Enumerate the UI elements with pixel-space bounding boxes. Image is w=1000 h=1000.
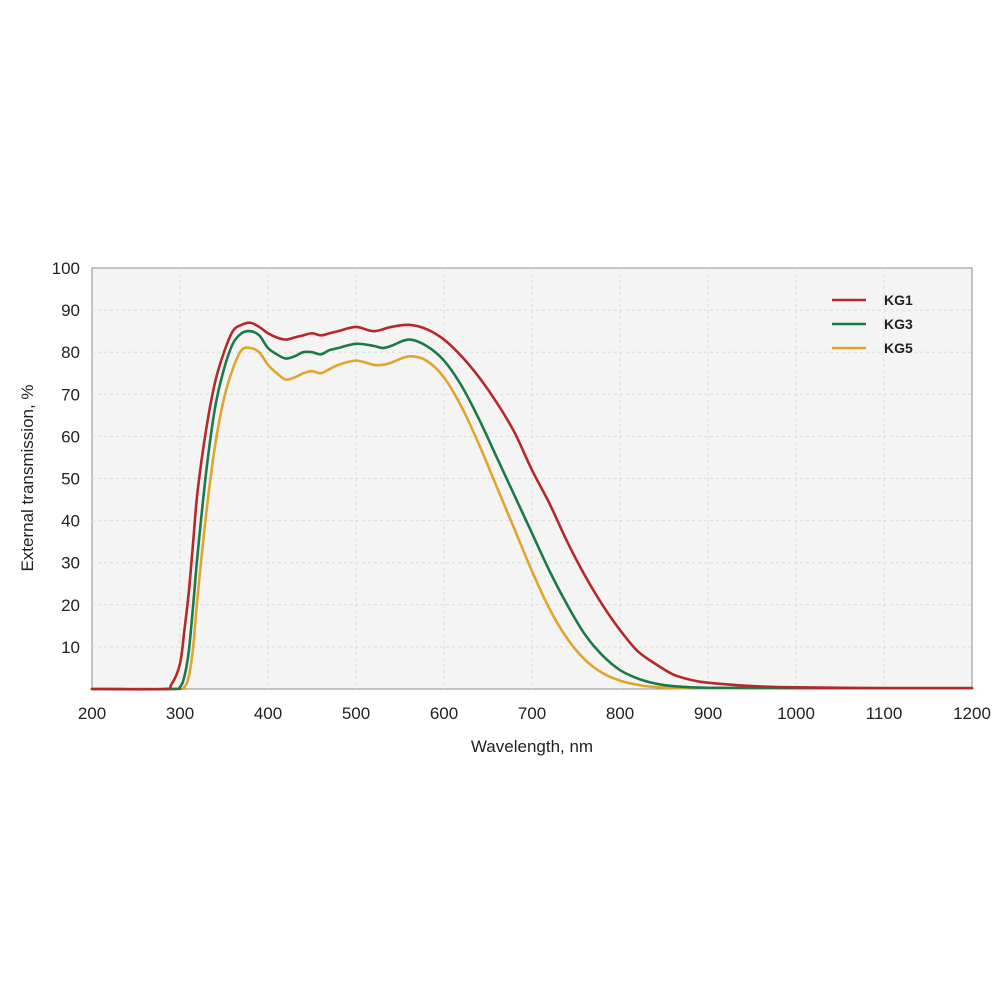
- y-tick-labels: 10 20 30 40 50 60 70 80 90 100: [52, 259, 80, 657]
- x-tick-label: 1100: [866, 704, 903, 723]
- y-tick-label: 90: [61, 301, 80, 320]
- x-tick-label: 400: [254, 704, 282, 723]
- legend-label-kg3: KG3: [884, 316, 913, 332]
- legend-label-kg1: KG1: [884, 292, 913, 308]
- y-tick-label: 80: [61, 343, 80, 362]
- y-tick-label: 100: [52, 259, 80, 278]
- x-tick-label: 800: [606, 704, 634, 723]
- x-tick-label: 500: [342, 704, 370, 723]
- y-tick-label: 40: [61, 512, 80, 531]
- series-line-kg5: [90, 346, 974, 691]
- x-tick-label: 200: [78, 704, 106, 723]
- legend: KG1 KG3 KG5: [832, 292, 913, 356]
- y-tick-label: 50: [61, 470, 80, 489]
- y-tick-label: 30: [61, 554, 80, 573]
- y-tick-label: 70: [61, 385, 80, 404]
- y-tick-label: 10: [61, 638, 80, 657]
- series-line-kg3: [90, 329, 974, 691]
- legend-label-kg5: KG5: [884, 340, 913, 356]
- series-line-kg1: [90, 321, 974, 691]
- x-axis-label: Wavelength, nm: [471, 737, 593, 756]
- y-tick-label: 60: [61, 427, 80, 446]
- x-tick-label: 1200: [953, 704, 991, 723]
- x-tick-label: 300: [166, 704, 194, 723]
- x-tick-label: 1000: [777, 704, 815, 723]
- y-tick-label: 20: [61, 596, 80, 615]
- x-tick-label: 600: [430, 704, 458, 723]
- y-axis-label: External transmission, %: [18, 384, 37, 571]
- x-tick-label: 900: [694, 704, 722, 723]
- x-tick-labels: 200 300 400 500 600 700 800 900 1000 1100 1200: [78, 704, 991, 723]
- x-tick-label: 700: [518, 704, 546, 723]
- series-lines: [90, 321, 974, 691]
